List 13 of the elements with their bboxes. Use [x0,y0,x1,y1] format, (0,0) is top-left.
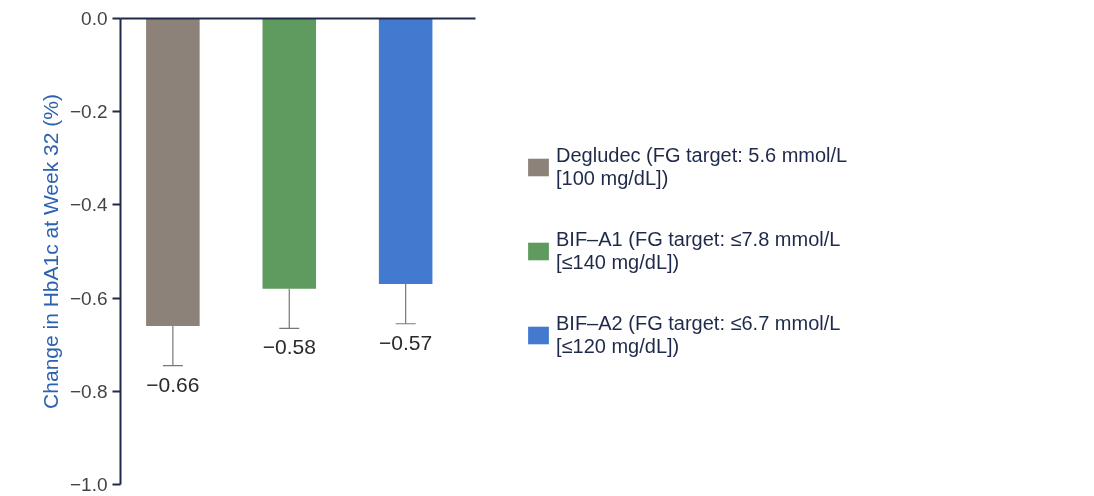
y-tick-label: −0.8 [69,380,108,402]
data-label: −0.58 [262,335,316,359]
data-label: −0.57 [379,330,433,354]
y-tick-label: −1.0 [69,474,108,495]
data-label: −0.66 [146,372,200,396]
y-tick-label: 0.0 [81,8,108,29]
legend-label: Degludec (FG target: 5.6 mmol/L [100 mg/dL]) [556,144,848,190]
y-tick-label: −0.6 [69,287,108,309]
legend-label: BIF–A1 (FG target: ≤7.8 mmol/L [≤140 mg/dL]) [556,228,841,274]
legend-label: BIF–A2 (FG target: ≤6.7 mmol/L [≤120 mg/dL]) [556,312,841,358]
y-axis-title: Change in HbA1c at Week 32 (%) [38,94,62,409]
y-tick-label: −0.2 [69,101,108,123]
y-tick-label: −0.4 [69,194,108,216]
